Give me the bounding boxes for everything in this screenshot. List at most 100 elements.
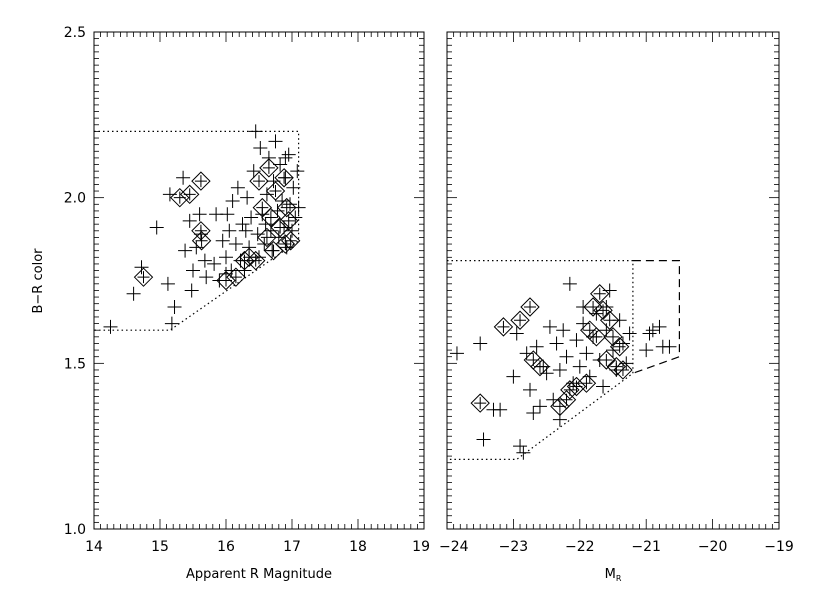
plus-marker [178,243,193,258]
plus-marker [549,336,564,351]
plus-marker [164,316,179,331]
dashed-selection-boundary [632,260,681,374]
x-tick-label: 15 [151,539,169,555]
y-tick-label: 2.0 [64,191,86,207]
diamond-marker [265,181,286,201]
plus-marker [582,369,597,384]
plus-marker [225,193,240,208]
plus-marker [167,300,182,315]
plus-marker [258,217,273,232]
plus-marker [281,147,296,162]
plus-marker [473,336,488,351]
plus-marker [253,140,268,155]
plus-marker [220,207,235,222]
plus-marker [622,326,637,341]
plus-marker [230,180,245,195]
plus-marker [273,157,288,172]
plus-marker [228,237,243,252]
plot-frame [446,31,780,530]
plus-marker [222,223,237,238]
diamond-marker [576,373,597,393]
plus-marker [182,213,197,228]
diamond-marker [133,267,154,287]
diamond-marker [257,227,277,248]
diamond-marker [179,184,200,205]
plus-marker [639,343,654,358]
plus-marker [207,256,222,271]
x-tick-label: 18 [349,539,367,555]
plus-marker [286,180,301,195]
plus-marker [493,402,508,417]
diamond-marker [609,337,630,357]
plus-marker [288,210,303,225]
diamond-marker [470,393,490,413]
y-tick-label: 1.0 [64,522,86,538]
diamond-marker [599,310,620,330]
diamond-marker [593,300,613,321]
y-tick-label: 2.5 [64,25,86,41]
plus-marker [184,283,199,298]
x-tick-label: −24 [439,539,469,555]
diamond-marker [278,211,299,231]
x-tick-label: −23 [499,539,529,555]
dotted-selection-boundary [94,130,300,331]
diamond-marker [274,168,294,188]
plus-marker [579,346,594,361]
plus-marker [278,150,293,165]
plus-marker [189,240,204,255]
x-tick-label: −21 [631,539,661,555]
plus-marker [552,362,567,377]
plus-marker [559,349,574,364]
plus-marker [149,220,164,235]
plus-marker [219,250,233,265]
diamond-marker [245,250,266,271]
diamond-marker [280,231,301,251]
diamond-marker [590,284,610,304]
plus-marker [103,319,118,334]
plus-marker [642,326,657,341]
diamond-marker [277,197,297,218]
diamond-marker [603,327,623,347]
plus-marker [506,369,521,384]
plus-marker [235,217,250,232]
x-tick-label: 14 [85,539,103,555]
plus-marker [215,233,230,248]
x-tick-label: −19 [764,539,794,555]
plus-marker [238,223,253,238]
plus-marker [186,263,200,278]
diamond-marker [596,350,617,370]
plus-marker [529,339,544,354]
plus-marker [244,210,259,225]
plus-marker [542,319,557,334]
plus-marker [662,339,677,354]
left-panel: 14 15 16 17 18 19 1.0 1.5 2.0 2.5 [64,25,430,555]
plus-marker [246,164,261,179]
plus-marker [532,399,547,414]
diamond-marker [530,356,550,377]
y-axis-label: B−R color [31,248,46,314]
plus-marker [275,193,290,208]
plus-marker [197,253,212,268]
plus-marker [562,276,577,291]
plus-marker [645,323,660,338]
x-tick-label: −22 [565,539,595,555]
diamond-marker [520,297,540,317]
plus-marker [615,336,630,351]
plus-marker [283,197,298,212]
plus-marker [160,276,175,291]
plus-marker [259,187,274,202]
plus-marker [476,432,491,447]
plus-marker [572,359,587,374]
diamond-marker [191,221,211,241]
plus-marker [290,164,305,179]
plus-marker [250,227,265,242]
x-tick-label: 19 [412,539,430,555]
plus-marker [516,445,531,460]
plus-marker [589,306,604,321]
diamond-marker [226,267,246,287]
plus-marker [176,170,191,185]
x-axis-label-left: Apparent R Magnitude [186,567,332,582]
plus-marker [192,207,207,222]
x-tick-label: 16 [217,539,235,555]
plus-marker [240,190,255,205]
